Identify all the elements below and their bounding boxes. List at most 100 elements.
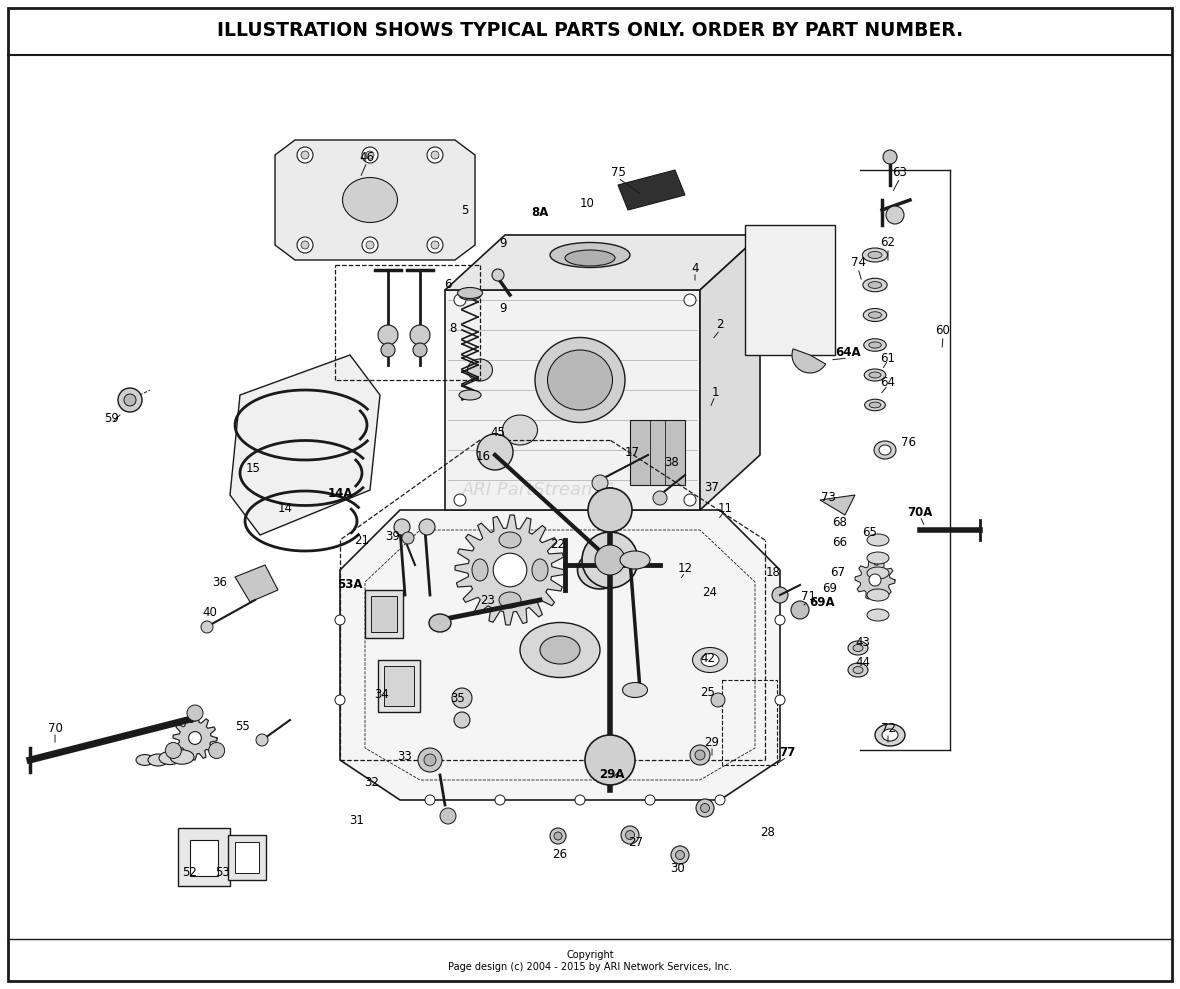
Ellipse shape — [136, 755, 155, 765]
Ellipse shape — [868, 342, 881, 348]
Ellipse shape — [868, 312, 881, 318]
Ellipse shape — [853, 667, 863, 674]
Circle shape — [585, 735, 635, 785]
Text: 34: 34 — [374, 688, 389, 701]
Text: ILLUSTRATION SHOWS TYPICAL PARTS ONLY. ORDER BY PART NUMBER.: ILLUSTRATION SHOWS TYPICAL PARTS ONLY. O… — [217, 21, 963, 40]
Text: 23: 23 — [480, 593, 496, 606]
Circle shape — [772, 587, 788, 603]
Circle shape — [454, 294, 466, 306]
Text: 24: 24 — [702, 585, 717, 598]
Ellipse shape — [848, 641, 868, 655]
Text: 31: 31 — [349, 814, 365, 827]
Ellipse shape — [467, 359, 492, 381]
Circle shape — [553, 832, 562, 840]
Text: 4: 4 — [691, 261, 699, 275]
Circle shape — [165, 743, 182, 759]
Polygon shape — [275, 140, 476, 260]
Circle shape — [775, 615, 785, 625]
Circle shape — [493, 553, 526, 586]
Text: 33: 33 — [398, 751, 412, 764]
Text: 45: 45 — [491, 425, 505, 438]
Circle shape — [209, 743, 224, 759]
Polygon shape — [445, 235, 760, 290]
Ellipse shape — [864, 309, 886, 321]
Text: 32: 32 — [365, 776, 380, 789]
Circle shape — [454, 494, 466, 506]
Ellipse shape — [879, 445, 891, 455]
Text: 22: 22 — [551, 538, 565, 552]
Circle shape — [394, 519, 409, 535]
Ellipse shape — [535, 337, 625, 422]
Text: 53A: 53A — [337, 579, 362, 591]
Text: 62: 62 — [880, 235, 896, 248]
Text: 2: 2 — [716, 318, 723, 331]
Circle shape — [424, 754, 435, 766]
Ellipse shape — [503, 415, 538, 445]
Ellipse shape — [867, 552, 889, 564]
Circle shape — [189, 732, 202, 745]
Ellipse shape — [499, 532, 522, 548]
Text: 70A: 70A — [907, 505, 932, 518]
Text: 64A: 64A — [835, 346, 861, 359]
Text: 71: 71 — [800, 590, 815, 603]
Ellipse shape — [868, 372, 881, 378]
Bar — [365, 590, 404, 638]
Circle shape — [671, 846, 689, 864]
Polygon shape — [820, 495, 856, 515]
Text: 12: 12 — [677, 562, 693, 575]
Polygon shape — [618, 170, 686, 210]
Polygon shape — [173, 716, 217, 760]
Circle shape — [362, 237, 378, 253]
Circle shape — [653, 491, 667, 505]
Text: 8: 8 — [450, 321, 457, 334]
Ellipse shape — [701, 654, 719, 667]
Text: 68: 68 — [833, 515, 847, 528]
Text: 17: 17 — [624, 446, 640, 460]
Circle shape — [684, 294, 696, 306]
Text: 76: 76 — [900, 435, 916, 448]
Text: Copyright
Page design (c) 2004 - 2015 by ARI Network Services, Inc.: Copyright Page design (c) 2004 - 2015 by… — [448, 950, 732, 972]
Circle shape — [362, 147, 378, 163]
Text: 73: 73 — [820, 491, 835, 503]
Text: 64: 64 — [880, 377, 896, 390]
Circle shape — [431, 151, 439, 159]
Bar — [384, 666, 414, 706]
Polygon shape — [340, 510, 780, 800]
Ellipse shape — [864, 339, 886, 351]
Text: 70: 70 — [47, 722, 63, 735]
Ellipse shape — [867, 534, 889, 546]
Text: 77: 77 — [779, 746, 795, 759]
Circle shape — [696, 799, 714, 817]
Wedge shape — [792, 349, 826, 373]
Text: 14: 14 — [277, 501, 293, 514]
Ellipse shape — [863, 278, 887, 292]
Ellipse shape — [342, 177, 398, 223]
Text: 61: 61 — [880, 351, 896, 365]
Polygon shape — [856, 560, 894, 599]
Ellipse shape — [159, 752, 181, 764]
Circle shape — [595, 545, 625, 575]
Circle shape — [301, 241, 309, 249]
Ellipse shape — [693, 648, 728, 673]
Ellipse shape — [532, 559, 548, 581]
Circle shape — [378, 325, 398, 345]
Text: 60: 60 — [936, 323, 950, 336]
Circle shape — [413, 343, 427, 357]
Circle shape — [690, 745, 710, 765]
Circle shape — [695, 750, 704, 760]
Circle shape — [452, 688, 472, 708]
Bar — [378, 660, 420, 712]
Text: 26: 26 — [552, 849, 568, 861]
Bar — [722, 680, 776, 765]
Text: 14A: 14A — [327, 487, 353, 499]
Ellipse shape — [548, 350, 612, 410]
Ellipse shape — [459, 390, 481, 400]
Text: 55: 55 — [235, 721, 249, 734]
Ellipse shape — [565, 250, 615, 266]
Circle shape — [701, 803, 709, 813]
Ellipse shape — [867, 589, 889, 601]
Circle shape — [201, 621, 214, 633]
Circle shape — [425, 795, 435, 805]
Text: ARI PartStream™: ARI PartStream™ — [463, 481, 618, 499]
Circle shape — [409, 325, 430, 345]
